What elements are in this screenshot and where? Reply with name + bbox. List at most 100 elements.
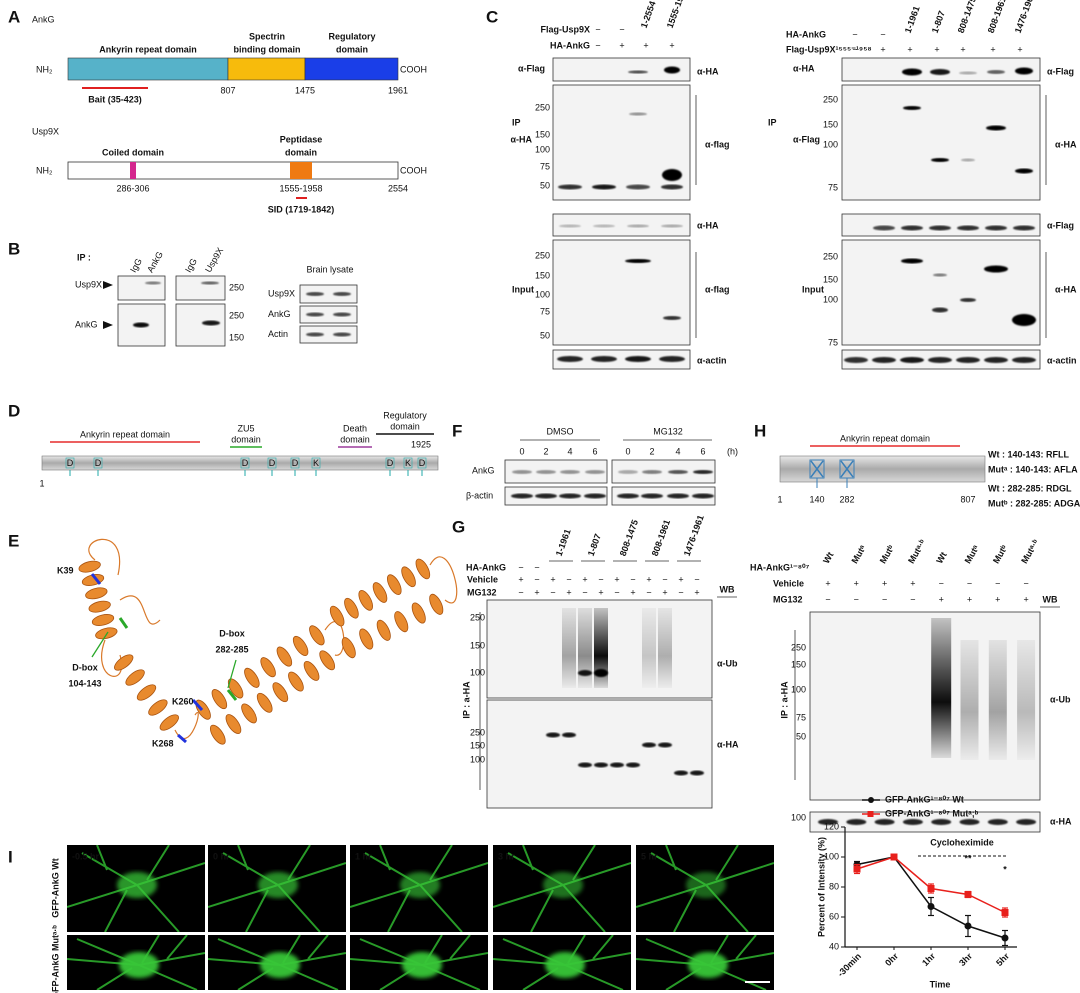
neurite [67,935,205,990]
y-tick-label: 60 [829,911,839,921]
sign: − [852,29,857,39]
neurite [208,845,346,932]
blot-band [642,470,662,474]
neurite [208,935,346,990]
unit-label: (h) [727,446,738,456]
rule [118,617,129,629]
time-label: 6 [592,446,597,456]
lane-label: 1-807 [930,9,947,34]
helix [319,650,336,671]
marker-label: 100 [791,684,806,694]
residue-label: K268 [152,738,174,748]
micrograph [67,935,205,990]
blot-band [627,224,649,228]
terminus: COOH [400,165,427,175]
time-label: 6 [700,446,705,456]
motif: D [95,458,102,468]
motif: D [419,458,426,468]
motif: D [292,458,299,468]
row-label: Flag-Usp9X [540,24,590,34]
motif-box [385,457,395,469]
blot-band [511,493,533,499]
lane-label: Mutᵇ [878,543,897,565]
terminus: COOH [400,64,427,74]
lane-label: Mutᵃ·ᵇ [906,537,928,565]
blot-band [692,493,714,499]
soma [686,872,726,898]
row-label: Actin [268,329,288,339]
row-label: HA-AnkG [550,40,590,50]
blot [175,275,226,301]
blot-band [661,184,683,190]
blot-band [984,265,1008,273]
sign: − [534,574,539,584]
sign: + [910,578,915,588]
helix [276,646,293,667]
sign: + [662,587,667,597]
wb-label: WB [1043,594,1058,604]
blot-label: α-Flag [793,134,820,144]
blot-label: α-HA [1055,284,1077,294]
legend-label: GFP-AnkG¹⁻⁸⁰⁷ Wt [885,794,964,804]
protein-bar [67,161,399,180]
helix [394,611,409,633]
blot-band [578,670,592,676]
blot-band [585,470,605,474]
sequence: Mutᵇ : 282-285: ADGA [988,498,1080,508]
blot [552,213,691,237]
motif-box [417,457,427,469]
helix [344,597,359,619]
position: 282 [839,494,854,504]
blot-band [306,292,324,296]
arrowhead [103,281,113,289]
blot [841,213,1041,237]
marker-label: 250 [229,310,244,320]
marker-label: 250 [535,250,550,260]
time-label: 2 [649,446,654,456]
blot-band [956,357,980,363]
sign: + [550,574,555,584]
blot [299,305,358,324]
marker-label: 100 [535,289,550,299]
blot-band [625,356,651,362]
blot-band [592,184,616,190]
domain-label: Coiled domain [102,147,164,157]
row-label: MG132 [467,587,497,597]
soma [117,872,157,898]
sign: − [595,40,600,50]
lane-label: 808-1475 [618,518,640,557]
time-label: 1 hr [355,851,372,861]
annotation: ** [964,853,972,863]
x-tick-label: 0hr [883,951,900,968]
blot-band [903,106,921,110]
arrow [91,631,109,658]
blot-band [901,225,923,231]
panel-label: F [452,421,462,440]
y-tick-label: 80 [829,881,839,891]
wb-label: WB [720,584,735,594]
blot-band [900,357,924,363]
sign: − [678,587,683,597]
rule [191,698,204,712]
blot-band [618,470,638,474]
rule [177,733,187,744]
motif-box [290,457,300,469]
lane-label: 1476-1961 [682,514,706,558]
sign: − [910,594,915,604]
marker-label: 100 [535,144,550,154]
sign: − [825,594,830,604]
helix [209,724,226,745]
sign: + [1023,594,1028,604]
section-label: IP [512,117,521,127]
blot-band [558,184,582,190]
blot-label: α-Ub [717,658,738,668]
helix [159,714,179,731]
blot-band [1016,819,1037,825]
blot-smear [658,608,672,688]
legend-label: GFP-AnkG¹⁻⁸⁰⁷ Mutᵃ;ᵇ [885,808,979,818]
sign: + [678,574,683,584]
blot-band [902,68,922,76]
sign: + [960,44,965,54]
lane-label: 1-1961 [903,5,922,35]
